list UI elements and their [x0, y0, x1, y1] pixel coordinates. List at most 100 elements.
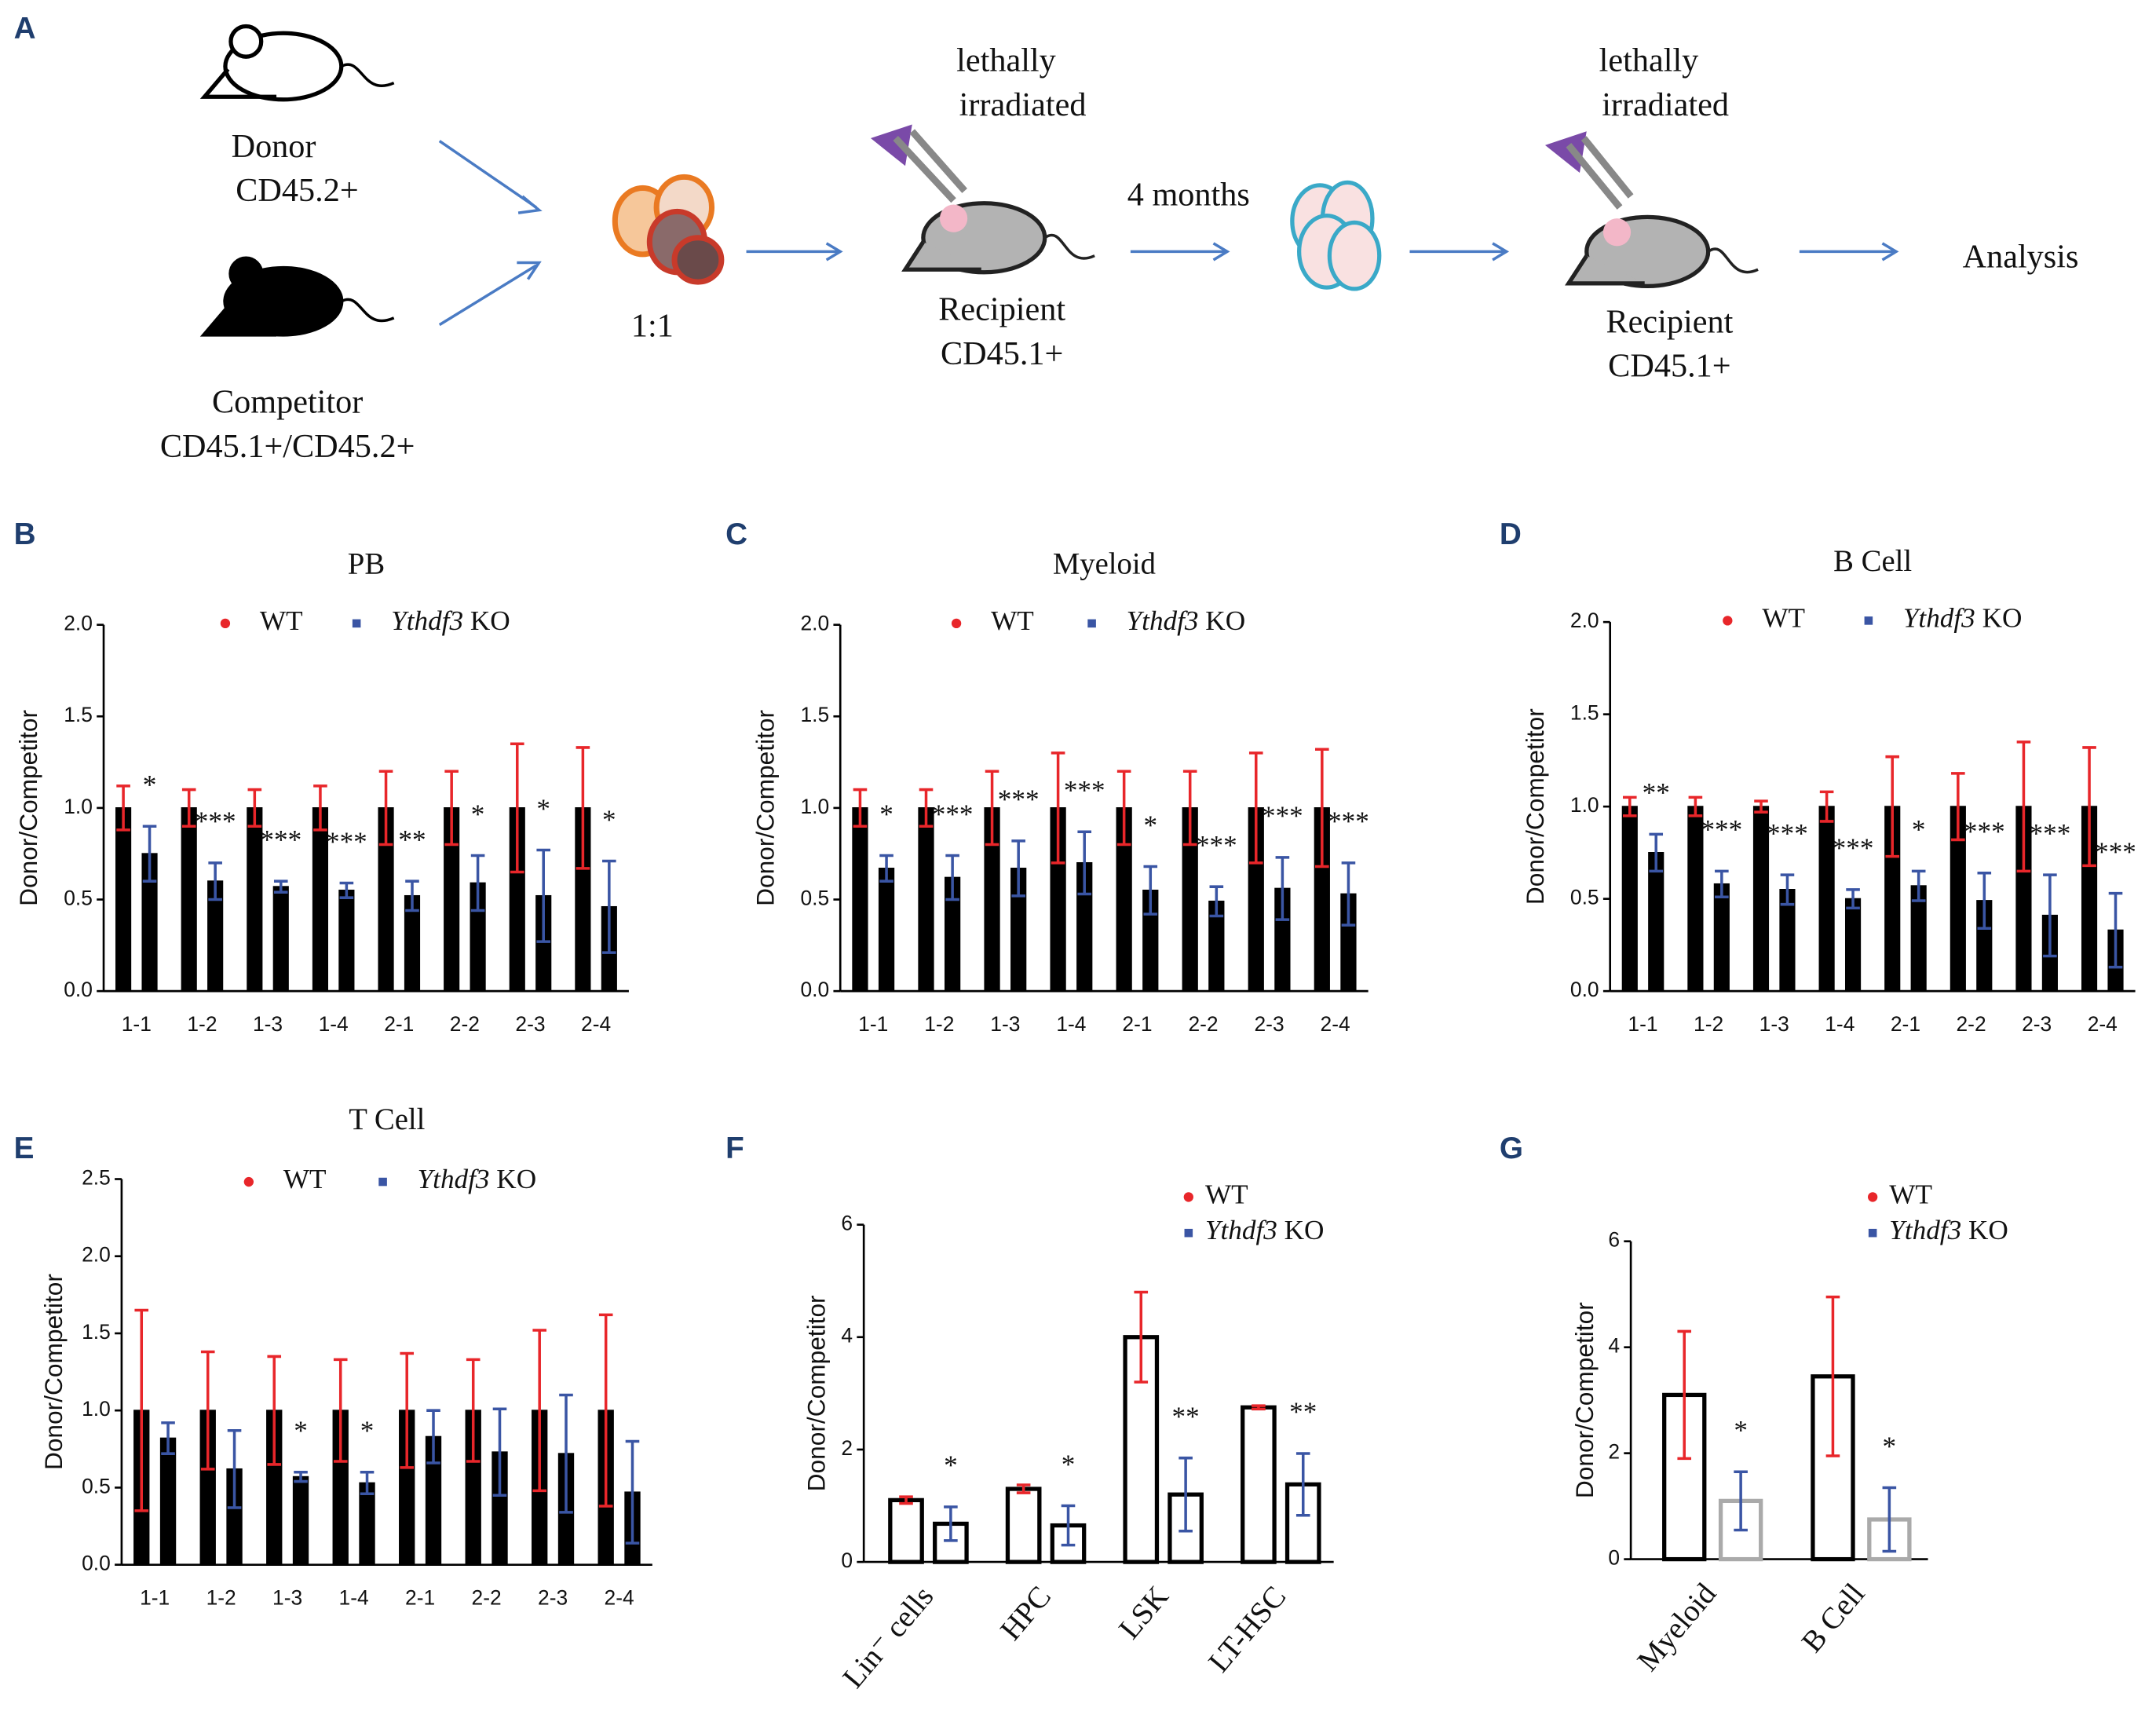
- y-tick-label: 1.0: [1570, 793, 1599, 817]
- y-tick-label: 0.0: [800, 978, 829, 1001]
- arrow: [746, 242, 843, 261]
- y-tick-label: 1.5: [64, 703, 93, 726]
- x-tick-label: 2-1: [405, 1586, 435, 1610]
- x-tick-label: 1-2: [1694, 1012, 1723, 1036]
- legend-marker: [1087, 619, 1096, 628]
- significance: **: [1643, 777, 1670, 808]
- y-tick-label: 2.0: [82, 1243, 111, 1267]
- x-tick-label: 1-1: [122, 1012, 152, 1036]
- label: CD45.1+: [1608, 348, 1730, 385]
- arrow: [1130, 242, 1230, 261]
- donor-mouse: [199, 24, 395, 102]
- legend-rest: KO: [1975, 602, 2023, 633]
- error-bar: [532, 1329, 547, 1493]
- bar: [115, 807, 132, 993]
- significance: *: [294, 1416, 308, 1446]
- error-bar: [1178, 1456, 1193, 1533]
- error-bar: [899, 1495, 913, 1505]
- x-tick-label: 1-2: [924, 1012, 954, 1036]
- error-bar: [602, 859, 616, 954]
- arrow-head: [517, 195, 543, 214]
- x-tick-label: Lin⁻ cells: [836, 1580, 940, 1695]
- significance: ***: [1701, 814, 1742, 845]
- bar: [359, 1482, 375, 1566]
- error-bar: [1077, 830, 1092, 896]
- legend-marker: [1867, 1192, 1878, 1202]
- y-axis-label: Donor/Competitor: [39, 1274, 68, 1470]
- panel-letter: F: [725, 1132, 744, 1165]
- error-bar: [161, 1421, 175, 1455]
- label: CD45.1+: [941, 335, 1063, 372]
- significance: *: [536, 793, 550, 824]
- error-bar: [1622, 795, 1637, 817]
- error-bar: [134, 1308, 149, 1512]
- legend-label: Ythdf3 KO: [1127, 605, 1246, 636]
- error-bar: [1911, 869, 1926, 902]
- error-bar: [945, 854, 959, 901]
- label: Donor: [232, 128, 316, 165]
- y-tick-label: 2.0: [1570, 609, 1599, 632]
- x-tick-label: 2-2: [1188, 1012, 1218, 1036]
- error-bar: [444, 770, 459, 847]
- x-tick-label: B Cell: [1795, 1577, 1871, 1658]
- error-bar: [1715, 869, 1729, 899]
- chart-title: B Cell: [1833, 544, 1912, 578]
- sorted-cells: [1290, 180, 1382, 291]
- y-tick-label: 0.5: [1570, 886, 1599, 909]
- significance: *: [879, 799, 893, 829]
- bar: [852, 807, 868, 993]
- x-tick-label: HPC: [994, 1580, 1058, 1647]
- x-tick-label: 2-3: [538, 1586, 568, 1610]
- error-bar: [2043, 873, 2057, 958]
- error-bar: [1295, 1452, 1310, 1517]
- error-bar: [1951, 772, 1965, 842]
- legend-label: WT: [283, 1164, 327, 1194]
- label: Competitor: [212, 383, 363, 420]
- y-tick-label: 1.0: [800, 795, 829, 818]
- error-bar: [1734, 1470, 1748, 1532]
- x-tick-label: 1-3: [272, 1586, 302, 1610]
- error-bar: [598, 1313, 613, 1508]
- bar: [888, 1497, 924, 1564]
- x-tick-label: 2-3: [2022, 1012, 2052, 1036]
- legend-marker: [951, 618, 962, 629]
- error-bar: [333, 1358, 348, 1463]
- error-bar: [1275, 856, 1290, 921]
- legend-label: Ythdf3 KO: [1889, 1215, 2008, 1245]
- legend-label: WT: [1205, 1179, 1248, 1209]
- legend-marker: [1723, 616, 1733, 626]
- x-tick-label: 1-4: [339, 1586, 369, 1610]
- label: CD45.1+/CD45.2+: [160, 428, 415, 465]
- error-bar: [208, 861, 222, 901]
- label: irradiated: [959, 86, 1087, 123]
- error-bar: [1754, 799, 1768, 814]
- y-tick-label: 1.5: [82, 1320, 111, 1344]
- y-axis-label: Donor/Competitor: [802, 1295, 830, 1491]
- y-tick-label: 1.5: [800, 703, 829, 726]
- y-tick-label: 0.5: [800, 886, 829, 909]
- legend-marker: [220, 618, 231, 629]
- panel-letter: D: [1500, 517, 1522, 551]
- y-tick-label: 6: [1608, 1228, 1620, 1252]
- label: 1:1: [631, 308, 674, 345]
- y-tick-label: 0: [1608, 1546, 1620, 1570]
- error-bar: [426, 1409, 440, 1465]
- significance: ***: [1262, 801, 1303, 832]
- bar: [1648, 852, 1665, 993]
- error-bar: [1061, 1504, 1076, 1547]
- error-bar: [2016, 740, 2031, 873]
- legend-label: Ythdf3 KO: [1205, 1215, 1325, 1245]
- error-bar: [400, 1351, 415, 1469]
- arrow: [438, 264, 537, 327]
- bar: [1621, 806, 1638, 993]
- legend-label: WT: [1889, 1179, 1932, 1209]
- x-tick-label: Myeloid: [1631, 1577, 1723, 1677]
- y-tick-label: 0: [841, 1549, 853, 1572]
- error-bar: [1315, 748, 1329, 868]
- x-tick-label: 2-3: [515, 1012, 545, 1036]
- label: Recipient: [938, 291, 1065, 328]
- legend-italic: Ythdf3: [1903, 602, 1975, 633]
- x-tick-label: 1-3: [253, 1012, 283, 1036]
- x-tick-label: 2-2: [450, 1012, 480, 1036]
